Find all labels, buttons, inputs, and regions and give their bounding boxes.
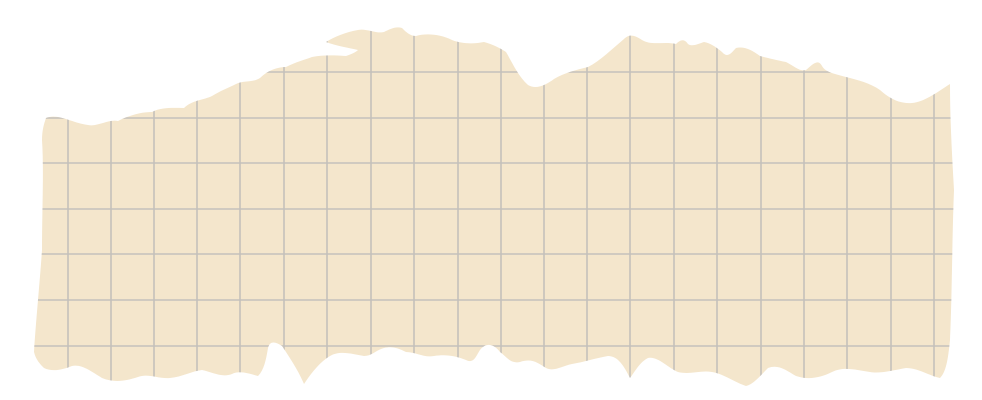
paper-sheet (34, 27, 954, 387)
